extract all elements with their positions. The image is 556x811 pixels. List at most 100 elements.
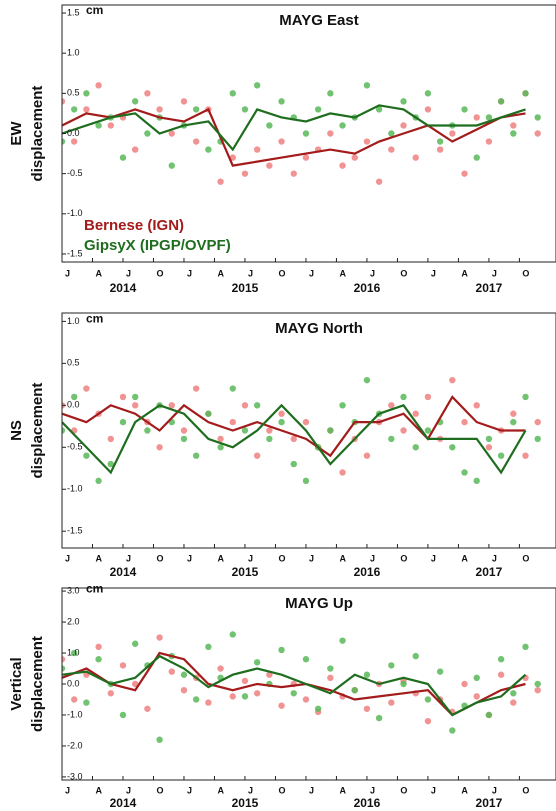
data-point: [485, 138, 493, 145]
data-point: [534, 418, 541, 426]
data-point: [266, 122, 273, 129]
data-point: [205, 146, 212, 153]
x-tick-label: J: [431, 553, 436, 563]
data-point: [278, 702, 285, 709]
data-point: [388, 146, 395, 153]
data-point: [339, 402, 346, 409]
y-axis-label: NS: [8, 420, 25, 441]
data-point: [83, 452, 90, 459]
data-point: [119, 154, 127, 161]
data-point: [119, 418, 127, 426]
data-point: [327, 427, 334, 434]
data-point: [424, 696, 432, 703]
legend-label: GipsyX (IPGP/OVPF): [84, 237, 231, 254]
year-label: 2017: [476, 796, 503, 810]
data-point: [241, 402, 249, 409]
data-point: [510, 418, 517, 426]
data-point: [95, 643, 102, 651]
year-label: 2015: [232, 796, 259, 810]
data-point: [180, 435, 188, 443]
data-point: [131, 402, 139, 409]
data-point: [217, 178, 224, 185]
data-point: [168, 402, 175, 409]
panel: 1.0 cm 0.5 0.0 -0.5 -1.0 -1.5 MAYG North NS displ…: [8, 312, 556, 579]
data-point: [192, 138, 200, 145]
y-tick-label: 0.0: [67, 678, 80, 688]
data-point: [217, 444, 224, 451]
data-point: [192, 452, 200, 459]
data-point: [375, 178, 383, 185]
plot-area: [62, 376, 541, 485]
data-point: [95, 82, 102, 89]
x-tick-label: J: [492, 553, 497, 563]
data-point: [400, 393, 407, 401]
x-tick-label: A: [95, 785, 102, 795]
data-point: [302, 418, 310, 426]
data-point: [241, 427, 249, 434]
data-point: [83, 90, 90, 97]
x-tick-label: A: [339, 785, 346, 795]
data-point: [205, 643, 212, 651]
data-point: [424, 717, 432, 725]
y-tick-label: -1.5: [67, 526, 83, 536]
data-point: [522, 90, 529, 97]
data-point: [497, 671, 505, 678]
data-point: [497, 98, 505, 105]
data-point: [144, 705, 151, 712]
data-point: [461, 106, 468, 113]
x-tick-label: O: [278, 785, 285, 795]
data-point: [70, 106, 78, 113]
x-tick-label: J: [248, 785, 253, 795]
x-tick-label: J: [187, 268, 192, 278]
year-label: 2014: [110, 565, 137, 579]
x-tick-label: J: [309, 268, 314, 278]
x-tick-label: A: [95, 553, 102, 563]
x-tick-label: J: [431, 785, 436, 795]
data-point: [485, 711, 493, 719]
data-point: [290, 170, 297, 177]
y-tick-label: 0.0: [67, 128, 80, 138]
data-point: [144, 427, 151, 434]
data-point: [217, 665, 224, 672]
x-tick-label: A: [217, 268, 224, 278]
x-tick-label: J: [65, 553, 70, 563]
data-point: [339, 469, 346, 476]
x-tick-label: J: [370, 785, 375, 795]
data-point: [388, 699, 395, 706]
data-point: [83, 699, 90, 706]
data-point: [363, 705, 371, 712]
y-tick-label: 0.0: [67, 400, 80, 410]
data-point: [229, 418, 236, 426]
x-tick-label: J: [248, 553, 253, 563]
data-point: [180, 427, 188, 434]
y-tick-label: -2.0: [67, 740, 83, 750]
year-label: 2015: [232, 281, 259, 295]
legend-label: Bernese (IGN): [84, 217, 184, 234]
data-point: [278, 138, 285, 145]
data-point: [241, 106, 249, 113]
x-tick-label: A: [217, 553, 224, 563]
data-point: [107, 435, 114, 443]
year-label: 2017: [476, 565, 503, 579]
x-tick-label: O: [400, 785, 407, 795]
data-point: [156, 106, 163, 113]
data-point: [473, 114, 480, 121]
data-point: [534, 114, 541, 121]
data-point: [339, 637, 346, 644]
x-tick-label: J: [370, 268, 375, 278]
data-point: [180, 98, 188, 105]
data-point: [449, 130, 456, 137]
data-point: [375, 714, 383, 722]
data-point: [241, 677, 249, 685]
x-tick-label: J: [126, 268, 131, 278]
data-point: [363, 82, 371, 89]
data-point: [522, 393, 529, 401]
data-point: [363, 138, 371, 145]
data-point: [95, 122, 102, 129]
year-label: 2016: [354, 565, 381, 579]
data-point: [510, 130, 517, 137]
data-point: [253, 452, 261, 459]
data-point: [327, 130, 334, 137]
data-point: [266, 435, 273, 443]
x-tick-label: J: [187, 785, 192, 795]
